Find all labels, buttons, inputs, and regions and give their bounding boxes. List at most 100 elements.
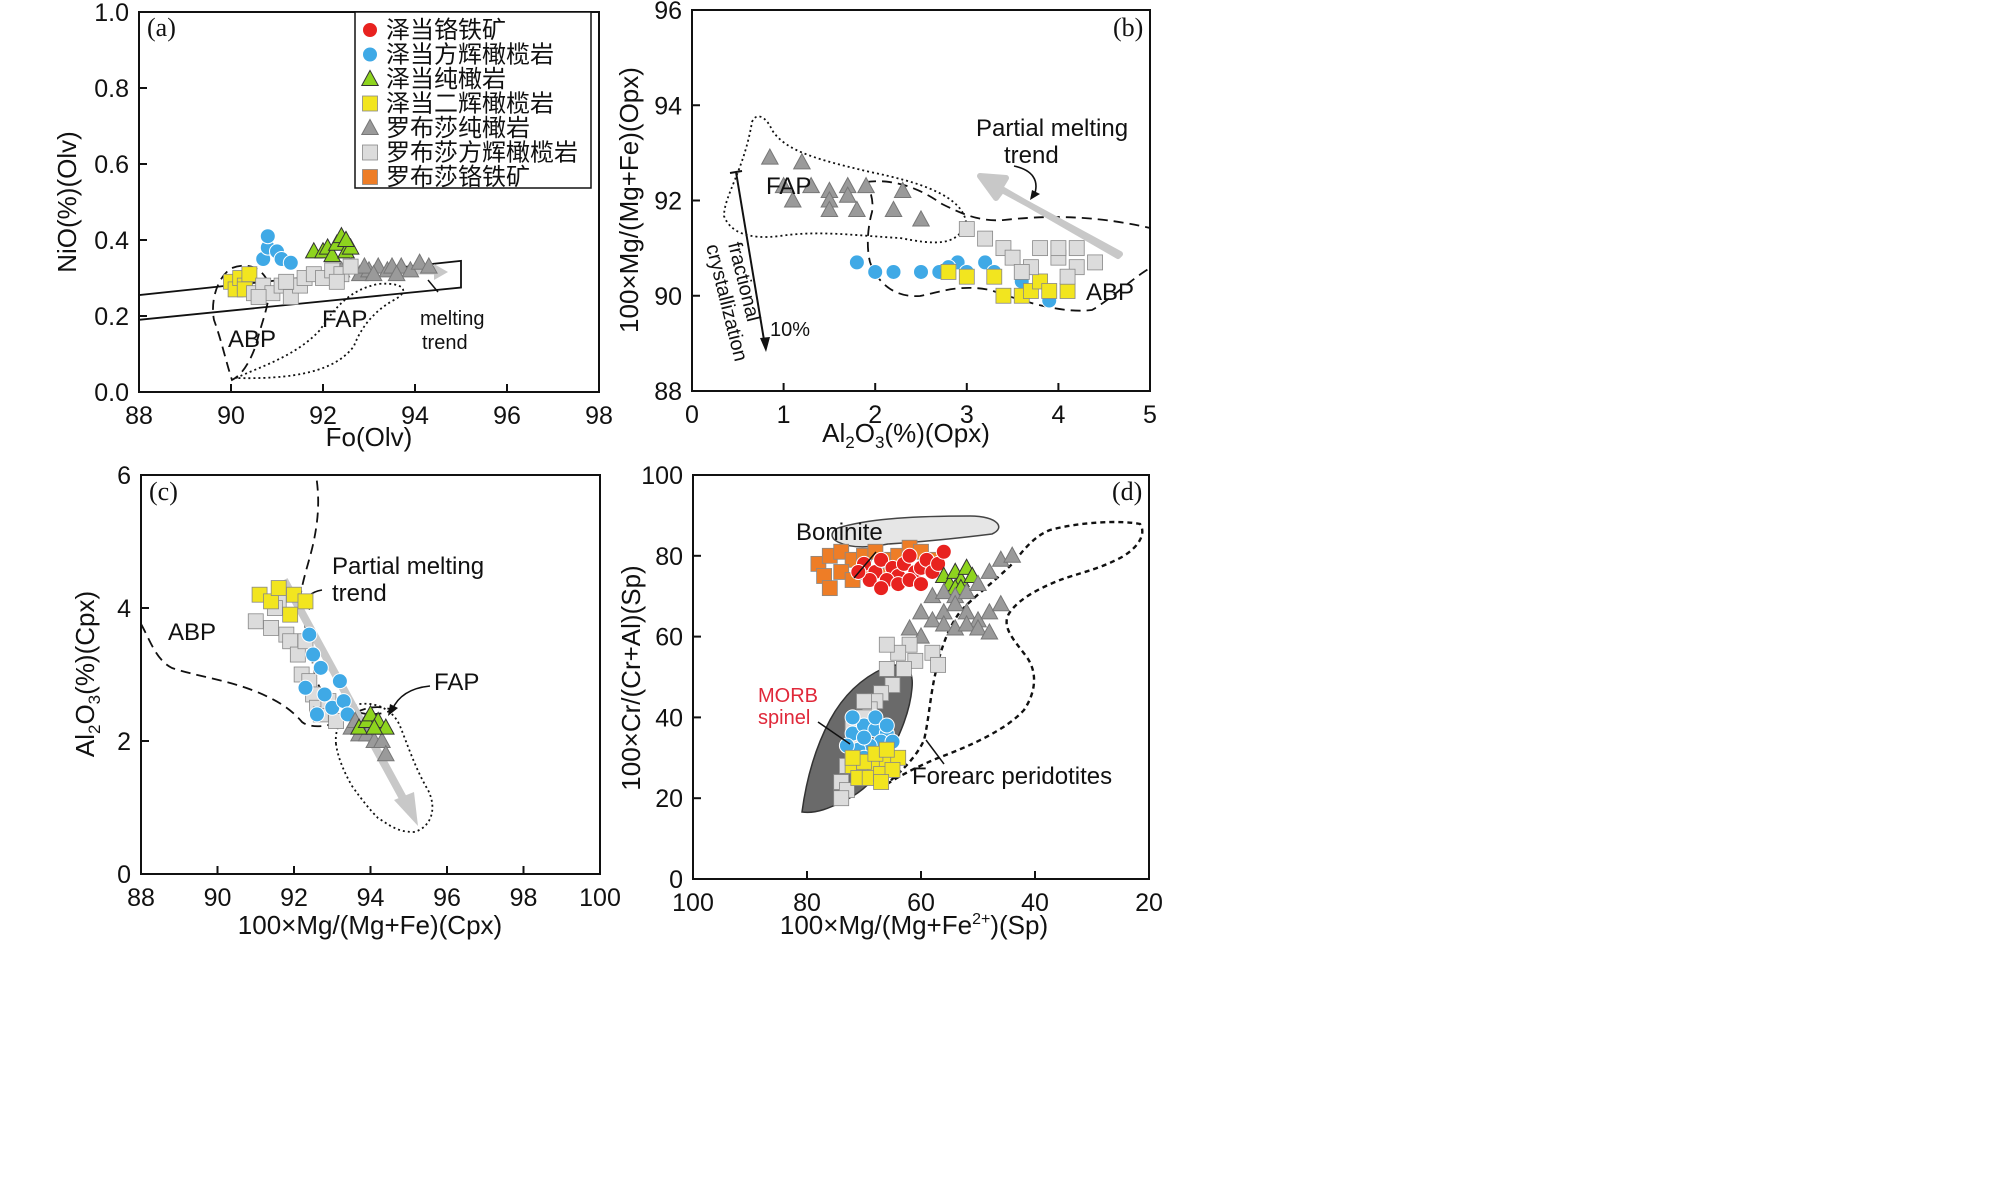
panel-b: (b) FAP ABP Partial melting trend fracti… bbox=[614, 0, 1157, 452]
data-point bbox=[376, 718, 395, 735]
data-point bbox=[986, 268, 1003, 285]
panel-a-abp-label: ABP bbox=[228, 326, 276, 353]
panel-b-fc-arrow bbox=[735, 171, 766, 347]
x-tick-label: 92 bbox=[280, 884, 308, 912]
y-tick-label: 0 bbox=[117, 861, 131, 889]
data-point bbox=[305, 646, 322, 663]
legend-label: 泽当纯橄岩 bbox=[386, 65, 506, 93]
data-point bbox=[270, 580, 287, 596]
x-tick-label: 80 bbox=[793, 889, 821, 917]
legend-label: 罗布莎铬铁矿 bbox=[386, 163, 530, 191]
data-point bbox=[250, 289, 267, 305]
panel-c-melting-label: Partial melting bbox=[332, 553, 484, 580]
data-point bbox=[893, 181, 912, 198]
data-point bbox=[297, 593, 314, 610]
data-point bbox=[1087, 254, 1103, 271]
legend-marker bbox=[362, 144, 378, 161]
panel-c-points bbox=[247, 580, 395, 762]
y-tick-label: 100 bbox=[641, 462, 683, 490]
y-tick-label: 94 bbox=[654, 92, 682, 120]
panel-d-morb-label: MORB bbox=[758, 685, 818, 707]
data-point bbox=[801, 176, 821, 194]
panel-c-xlabel: 100×Mg/(Mg+Fe)(Cpx) bbox=[238, 910, 502, 940]
y-tick-label: 4 bbox=[117, 595, 131, 623]
data-point bbox=[282, 633, 299, 650]
y-tick-label: 40 bbox=[655, 704, 683, 732]
data-point bbox=[913, 263, 929, 280]
panel-c-axes: 88 90 92 94 96 98 100 0 2 4 6 bbox=[117, 462, 621, 912]
data-point bbox=[901, 547, 918, 564]
data-point bbox=[873, 774, 889, 790]
data-point bbox=[844, 709, 861, 726]
legend-marker bbox=[362, 169, 378, 185]
data-point bbox=[878, 661, 895, 677]
data-point bbox=[282, 606, 299, 623]
data-point bbox=[900, 618, 919, 636]
data-point bbox=[885, 263, 902, 280]
x-tick-label: 3 bbox=[960, 401, 974, 429]
x-tick-label: 94 bbox=[401, 402, 429, 430]
data-point bbox=[861, 572, 878, 589]
data-point bbox=[934, 614, 953, 632]
data-point bbox=[820, 200, 839, 217]
data-point bbox=[342, 258, 359, 275]
data-point bbox=[884, 762, 901, 778]
data-point bbox=[980, 562, 999, 579]
panel-c-pointer-fap-head bbox=[388, 704, 398, 716]
data-point bbox=[760, 147, 779, 165]
legend-marker bbox=[360, 118, 380, 135]
data-point bbox=[833, 790, 850, 807]
data-point bbox=[946, 594, 965, 612]
panel-b-axes: 0 1 2 3 4 5 88 90 92 94 96 bbox=[654, 0, 1157, 429]
data-point bbox=[940, 264, 957, 280]
data-point bbox=[376, 744, 395, 762]
panel-b-abp-field bbox=[864, 180, 1151, 312]
panel-a-xlabel: Fo(Olv) bbox=[326, 422, 413, 452]
melting-band-box bbox=[138, 259, 462, 321]
x-tick-label: 4 bbox=[1051, 401, 1065, 429]
data-point bbox=[958, 221, 975, 237]
x-tick-label: 5 bbox=[1143, 401, 1157, 429]
data-point bbox=[792, 152, 812, 170]
x-tick-label: 60 bbox=[907, 889, 935, 917]
data-point bbox=[1003, 546, 1022, 563]
panel-d: (d) Boninite MORB spinel Forearc peridot… bbox=[616, 462, 1163, 940]
data-point bbox=[896, 661, 912, 677]
legend-marker bbox=[360, 69, 380, 86]
panel-a-fap-field bbox=[235, 282, 405, 380]
legend-frame bbox=[354, 11, 592, 189]
x-tick-label: 88 bbox=[125, 402, 153, 430]
panel-b-trend-label: trend bbox=[1004, 142, 1059, 169]
data-point bbox=[847, 200, 866, 217]
y-tick-label: 20 bbox=[655, 785, 683, 813]
data-point bbox=[301, 626, 318, 643]
data-point bbox=[958, 268, 975, 285]
panel-b-frame bbox=[691, 9, 1151, 392]
x-tick-label: 88 bbox=[127, 884, 155, 912]
panel-d-boninite-label: Boninite bbox=[796, 519, 883, 546]
x-tick-label: 0 bbox=[685, 401, 699, 429]
y-tick-label: 2 bbox=[117, 728, 131, 756]
panel-c-label: (c) bbox=[149, 477, 178, 506]
data-point bbox=[410, 253, 429, 270]
panel-b-xlabel: Al2O3(%)(Opx) bbox=[822, 418, 990, 452]
panel-a-melting-band bbox=[138, 259, 462, 321]
data-point bbox=[821, 580, 838, 597]
x-tick-label: 96 bbox=[493, 402, 521, 430]
x-tick-label: 100 bbox=[672, 889, 714, 917]
data-point bbox=[323, 245, 342, 263]
data-point bbox=[968, 574, 988, 592]
panel-a-melting-arrow-head bbox=[434, 264, 448, 280]
panel-a-fap-label: FAP bbox=[322, 306, 367, 333]
data-point bbox=[1004, 249, 1021, 266]
data-point bbox=[419, 256, 438, 274]
x-tick-label: 100 bbox=[579, 884, 621, 912]
data-point bbox=[884, 200, 903, 217]
legend-label: 泽当二辉橄榄岩 bbox=[386, 90, 554, 118]
data-point bbox=[980, 622, 999, 640]
panel-c-fap-field bbox=[334, 702, 434, 833]
x-tick-label: 96 bbox=[433, 884, 461, 912]
data-point bbox=[838, 186, 857, 203]
data-point bbox=[1013, 264, 1030, 280]
data-point bbox=[364, 264, 383, 282]
